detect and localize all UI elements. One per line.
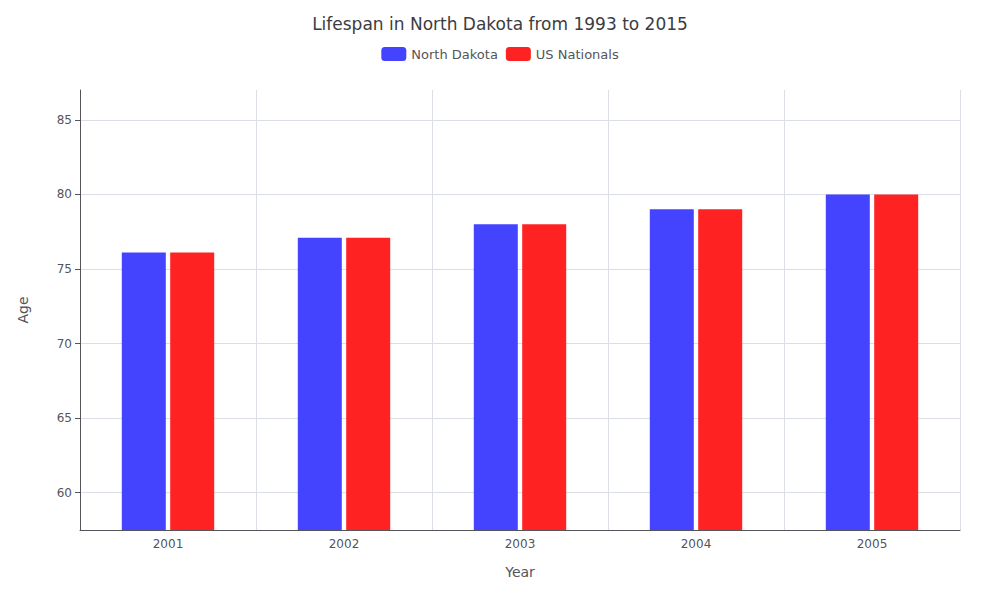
svg-text:North Dakota: North Dakota (411, 47, 498, 62)
svg-text:2003: 2003 (505, 537, 536, 551)
svg-text:60: 60 (57, 486, 72, 500)
svg-text:2002: 2002 (329, 537, 360, 551)
svg-text:85: 85 (57, 113, 72, 127)
svg-text:Year: Year (504, 564, 535, 580)
svg-text:65: 65 (57, 411, 72, 425)
svg-text:Age: Age (15, 296, 31, 323)
svg-text:US Nationals: US Nationals (536, 47, 619, 62)
svg-text:2001: 2001 (153, 537, 184, 551)
svg-text:80: 80 (57, 187, 72, 201)
svg-text:70: 70 (57, 337, 72, 351)
svg-text:2004: 2004 (681, 537, 712, 551)
svg-text:2005: 2005 (857, 537, 888, 551)
svg-text:75: 75 (57, 262, 72, 276)
svg-text:Lifespan in North Dakota from: Lifespan in North Dakota from 1993 to 20… (312, 14, 688, 34)
